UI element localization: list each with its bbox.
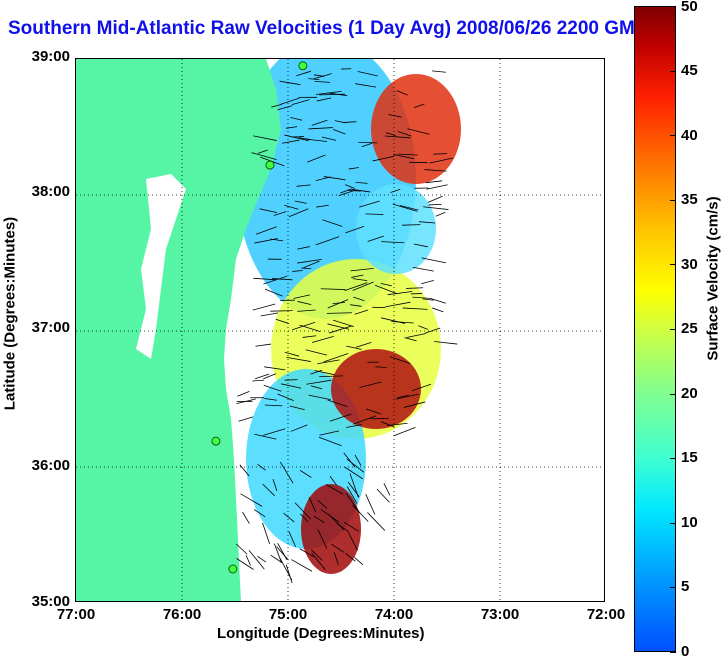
velocity-arrow <box>291 560 312 572</box>
velocity-arrow <box>432 71 446 72</box>
lat-tick-label: 36:00 <box>32 457 70 474</box>
velocity-arrow <box>359 142 378 143</box>
station-marker <box>212 437 220 445</box>
lat-tick-label: 38:00 <box>32 183 70 200</box>
velocity-arrow <box>429 204 442 205</box>
colorbar-tick-label: 25 <box>681 320 698 337</box>
map-canvas <box>76 59 605 602</box>
colorbar-tick-mark <box>670 200 676 201</box>
colorbar-tick-label: 30 <box>681 256 698 273</box>
lon-tick-label: 74:00 <box>364 606 424 623</box>
velocity-arrow <box>366 494 375 514</box>
velocity-arrow <box>261 313 279 316</box>
velocity-arrow <box>428 196 443 202</box>
velocity-map[interactable] <box>75 58 605 602</box>
colorbar-tick-label: 35 <box>681 191 698 208</box>
colorbar-tick-mark <box>670 329 676 330</box>
station-marker <box>299 62 307 70</box>
velocity-arrow <box>263 374 275 379</box>
colorbar-tick-mark <box>670 523 676 524</box>
colorbar-tick-mark <box>670 71 676 72</box>
map-title: Southern Mid-Atlantic Raw Velocities (1 … <box>8 18 646 40</box>
velocity-arrow <box>413 267 434 271</box>
velocity-arrow <box>258 556 266 562</box>
x-axis-label: Longitude (Degrees:Minutes) <box>217 625 425 642</box>
colorbar-tick-mark <box>670 264 676 265</box>
velocity-arrow <box>427 185 448 189</box>
velocity-arrow <box>285 380 298 381</box>
lat-tick-label: 37:00 <box>32 319 70 336</box>
y-axis-label: Latitude (Degrees:Minutes) <box>2 199 19 429</box>
velocity-patch <box>331 349 421 429</box>
colorbar-tick-label: 5 <box>681 578 689 595</box>
velocity-arrow <box>367 512 384 530</box>
velocity-arrow <box>239 417 254 421</box>
lat-tick-label: 39:00 <box>32 48 70 65</box>
velocity-arrow <box>384 483 390 495</box>
velocity-arrow <box>255 344 271 346</box>
colorbar-label: Surface Velocity (cm/s) <box>705 149 722 409</box>
lon-tick-label: 72:00 <box>576 606 636 623</box>
coastline-land <box>76 59 281 602</box>
velocity-arrow <box>278 543 287 560</box>
velocity-arrow <box>355 558 363 565</box>
colorbar-tick-label: 50 <box>681 0 698 15</box>
velocity-arrow <box>246 555 250 565</box>
velocity-arrow <box>243 512 250 523</box>
lon-tick-label: 73:00 <box>470 606 530 623</box>
velocity-arrow <box>271 555 281 562</box>
colorbar-tick-label: 15 <box>681 449 698 466</box>
velocity-arrow <box>253 304 275 310</box>
velocity-patch <box>301 484 361 574</box>
lon-tick-label: 76:00 <box>152 606 212 623</box>
velocity-patch <box>371 74 461 184</box>
velocity-arrow <box>436 212 446 216</box>
velocity-arrow <box>237 391 249 396</box>
colorbar-tick-mark <box>670 394 676 395</box>
lon-tick-label: 77:00 <box>46 606 106 623</box>
lon-tick-label: 75:00 <box>258 606 318 623</box>
velocity-arrow <box>394 427 416 436</box>
colorbar-tick-mark <box>670 458 676 459</box>
colorbar-tick-label: 10 <box>681 514 698 531</box>
velocity-arrow <box>422 258 446 263</box>
colorbar-tick-label: 0 <box>681 643 689 660</box>
colorbar-tick-mark <box>670 6 676 7</box>
velocity-patch <box>356 184 436 274</box>
station-marker <box>266 161 274 169</box>
velocity-arrow <box>286 565 292 583</box>
velocity-arrow <box>430 298 446 303</box>
velocity-arrow <box>421 280 434 283</box>
colorbar-tick-label: 20 <box>681 385 698 402</box>
station-marker <box>229 565 237 573</box>
colorbar-tick-label: 40 <box>681 127 698 144</box>
land-mass <box>76 59 281 602</box>
colorbar-tick-mark <box>670 587 676 588</box>
colorbar-tick-label: 45 <box>681 62 698 79</box>
colorbar-tick-mark <box>670 135 676 136</box>
colorbar-tick-mark <box>670 652 676 653</box>
velocity-arrow <box>255 374 269 379</box>
velocity-arrow <box>432 308 443 312</box>
velocity-arrow <box>411 293 422 294</box>
velocity-arrow <box>253 380 265 381</box>
